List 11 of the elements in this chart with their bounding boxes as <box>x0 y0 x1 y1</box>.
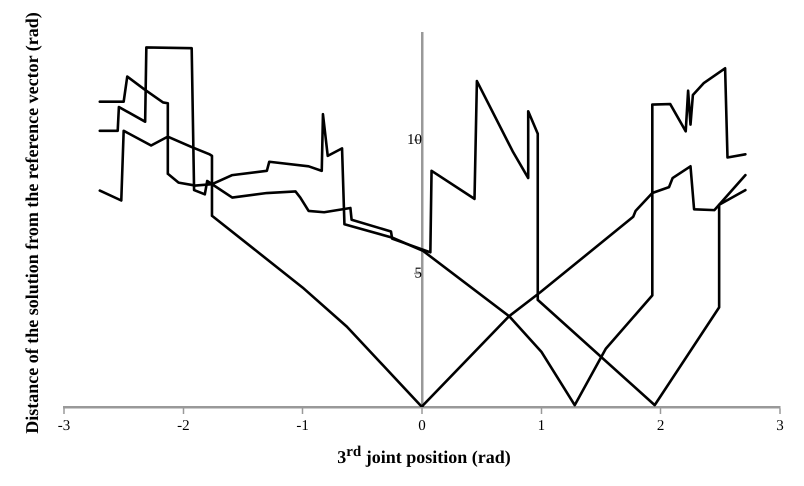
x-tick-label: 0 <box>418 418 426 434</box>
y-tick-label: 10 <box>407 132 422 148</box>
x-tick-label: -3 <box>58 418 70 434</box>
x-tick-label: -1 <box>296 418 309 434</box>
x-tick-label: 3 <box>776 418 784 434</box>
x-axis-title: 3$^{rd}$ joint position (rad) <box>336 444 512 468</box>
x-tick-label: -2 <box>177 418 190 434</box>
y-axis-title: Distance of the solution from the reference vector (rad) <box>21 11 43 436</box>
x-tick-label: 1 <box>538 418 546 434</box>
x-tick-label: 2 <box>656 418 664 434</box>
y-tick-label: 5 <box>414 265 422 282</box>
